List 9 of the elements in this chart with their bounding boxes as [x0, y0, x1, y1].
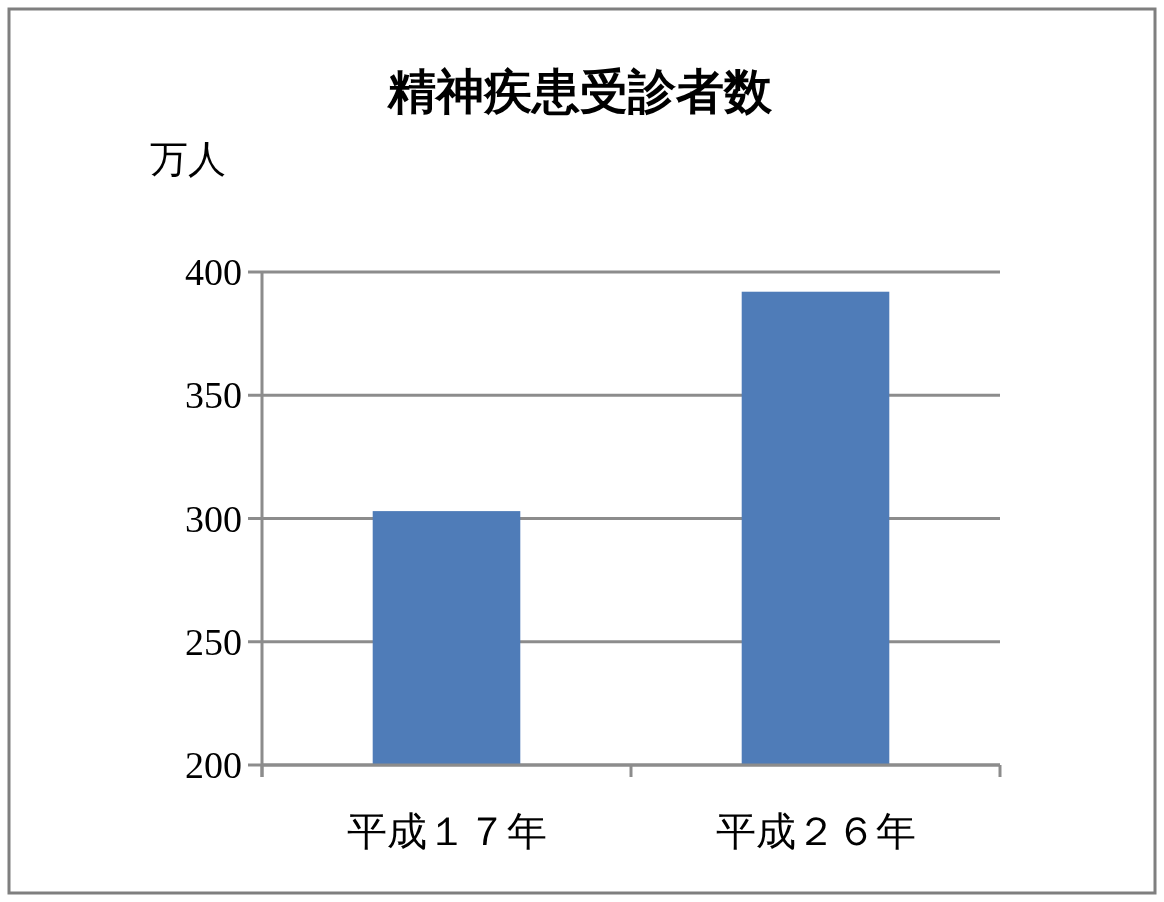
- y-tick-label: 250: [185, 620, 242, 663]
- y-tick-label: 350: [185, 374, 242, 417]
- x-tick-label: 平成２６年: [715, 809, 916, 854]
- y-tick-label: 300: [185, 497, 242, 540]
- chart-title: 精神疾患受診者数: [386, 63, 773, 119]
- y-axis-title: 万人: [150, 137, 226, 181]
- x-tick-label: 平成１７年: [346, 809, 547, 854]
- y-tick-label: 400: [185, 251, 242, 293]
- y-tick-label: 200: [185, 744, 242, 786]
